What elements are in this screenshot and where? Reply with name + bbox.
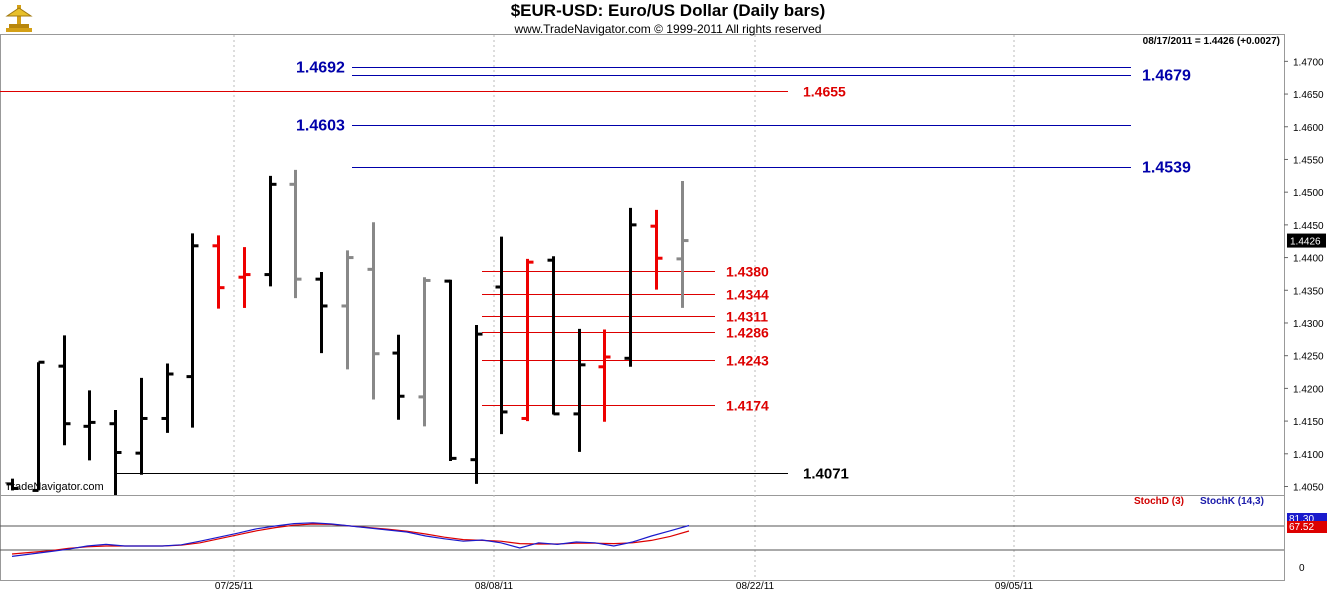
stoch-zero-label: 0 [1299,563,1305,574]
level-label-1.4679: 1.4679 [1142,68,1191,85]
stochk-value-label: 81.30 [1289,514,1314,525]
last-price-marker [1287,233,1326,248]
y-tick-label: 1.4700 [1293,57,1324,68]
last-quote-readout: 08/17/2011 = 1.4426 (+0.0027) [1142,36,1280,47]
level-label-1.4243: 1.4243 [726,353,769,369]
y-tick-label: 1.4550 [1293,155,1324,166]
y-tick-label: 1.4650 [1293,90,1324,101]
copyright-line: www.TradeNavigator.com © 1999-2011 All r… [514,22,822,36]
y-tick-label: 1.4150 [1293,417,1324,428]
level-label-1.4380: 1.4380 [726,264,769,280]
level-label-1.4286: 1.4286 [726,325,769,341]
y-tick-label: 1.4100 [1293,450,1324,461]
stochd-legend: StochD (3) [1134,496,1184,507]
level-label-1.4311: 1.4311 [726,309,768,325]
chart-title: $EUR-USD: Euro/US Dollar (Daily bars) [510,1,826,20]
y-tick-label: 1.4400 [1293,254,1324,265]
y-tick-label: 1.4050 [1293,482,1324,493]
stoch-panel-frame [0,495,1285,581]
level-label-1.4174: 1.4174 [726,398,769,414]
level-label-1.4071: 1.4071 [803,466,849,483]
level-label-1.4692: 1.4692 [296,60,345,77]
y-tick-label: 1.4500 [1293,188,1324,199]
x-tick-label: 08/08/11 [475,581,514,592]
y-tick-label: 1.4350 [1293,286,1324,297]
y-tick-label: 1.4200 [1293,384,1324,395]
level-label-1.4539: 1.4539 [1142,160,1191,177]
stochd-value-label: 67.52 [1289,522,1314,533]
last-price-label: 1.4426 [1290,237,1321,248]
x-tick-label: 08/22/11 [736,581,775,592]
y-tick-label: 1.4450 [1293,221,1324,232]
stochk-line [11,522,690,557]
x-tick-label: 09/05/11 [995,581,1034,592]
trade-navigator-logo-icon [5,5,33,32]
level-label-1.4603: 1.4603 [296,118,345,135]
y-tick-label: 1.4300 [1293,319,1324,330]
stochk-legend: StochK (14,3) [1200,496,1264,507]
level-label-1.4344: 1.4344 [726,287,769,303]
level-label-1.4655: 1.4655 [803,84,846,100]
x-tick-label: 07/25/11 [215,581,254,592]
y-tick-label: 1.4250 [1293,352,1324,363]
watermark: TradeNavigator.com [5,481,104,493]
y-tick-label: 1.4600 [1293,123,1324,134]
stochd-value-marker [1287,521,1327,533]
